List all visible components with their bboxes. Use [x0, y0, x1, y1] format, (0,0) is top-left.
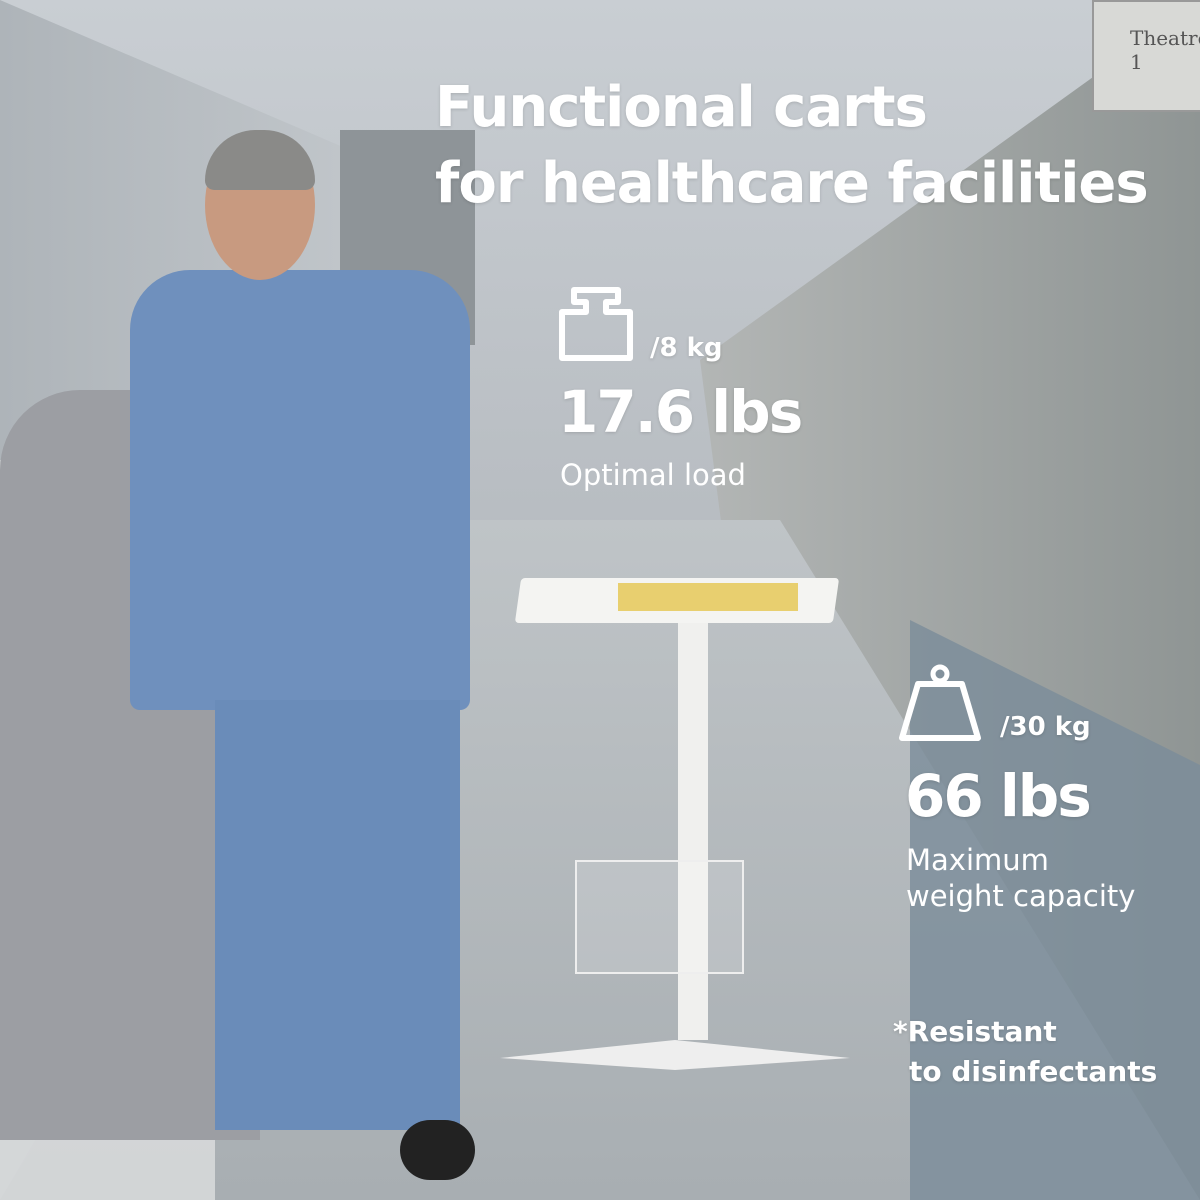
notebook [618, 583, 798, 611]
max-capacity-label: Maximum weight capacity [906, 842, 1135, 914]
max-capacity-lbs: 66 lbs [905, 762, 1092, 830]
note-line2: to disinfectants [909, 1055, 1158, 1088]
disinfectant-note: *Resistant to disinfectants [893, 1012, 1157, 1092]
door-sign: Theatre 1 [1092, 0, 1200, 112]
headline: Functional carts for healthcare faciliti… [435, 70, 1149, 222]
optimal-load-label: Optimal load [560, 458, 746, 492]
max-capacity-kg: /30 kg [1000, 712, 1091, 742]
headline-line2: for healthcare facilities [435, 151, 1149, 216]
headline-line1: Functional carts [435, 75, 928, 140]
nurse [130, 130, 475, 1190]
max-capacity-label-line2: weight capacity [906, 879, 1136, 913]
weight-large-icon [899, 664, 981, 741]
max-capacity-label-line1: Maximum [906, 843, 1049, 877]
door-sign-text: Theatre 1 [1130, 26, 1200, 74]
cart-pole [678, 620, 708, 1040]
optimal-load-lbs: 17.6 lbs [558, 378, 803, 446]
note-line1: *Resistant [893, 1015, 1057, 1048]
optimal-load-kg: /8 kg [650, 333, 723, 363]
weight-small-icon [559, 287, 633, 361]
cart-basket [575, 860, 744, 974]
